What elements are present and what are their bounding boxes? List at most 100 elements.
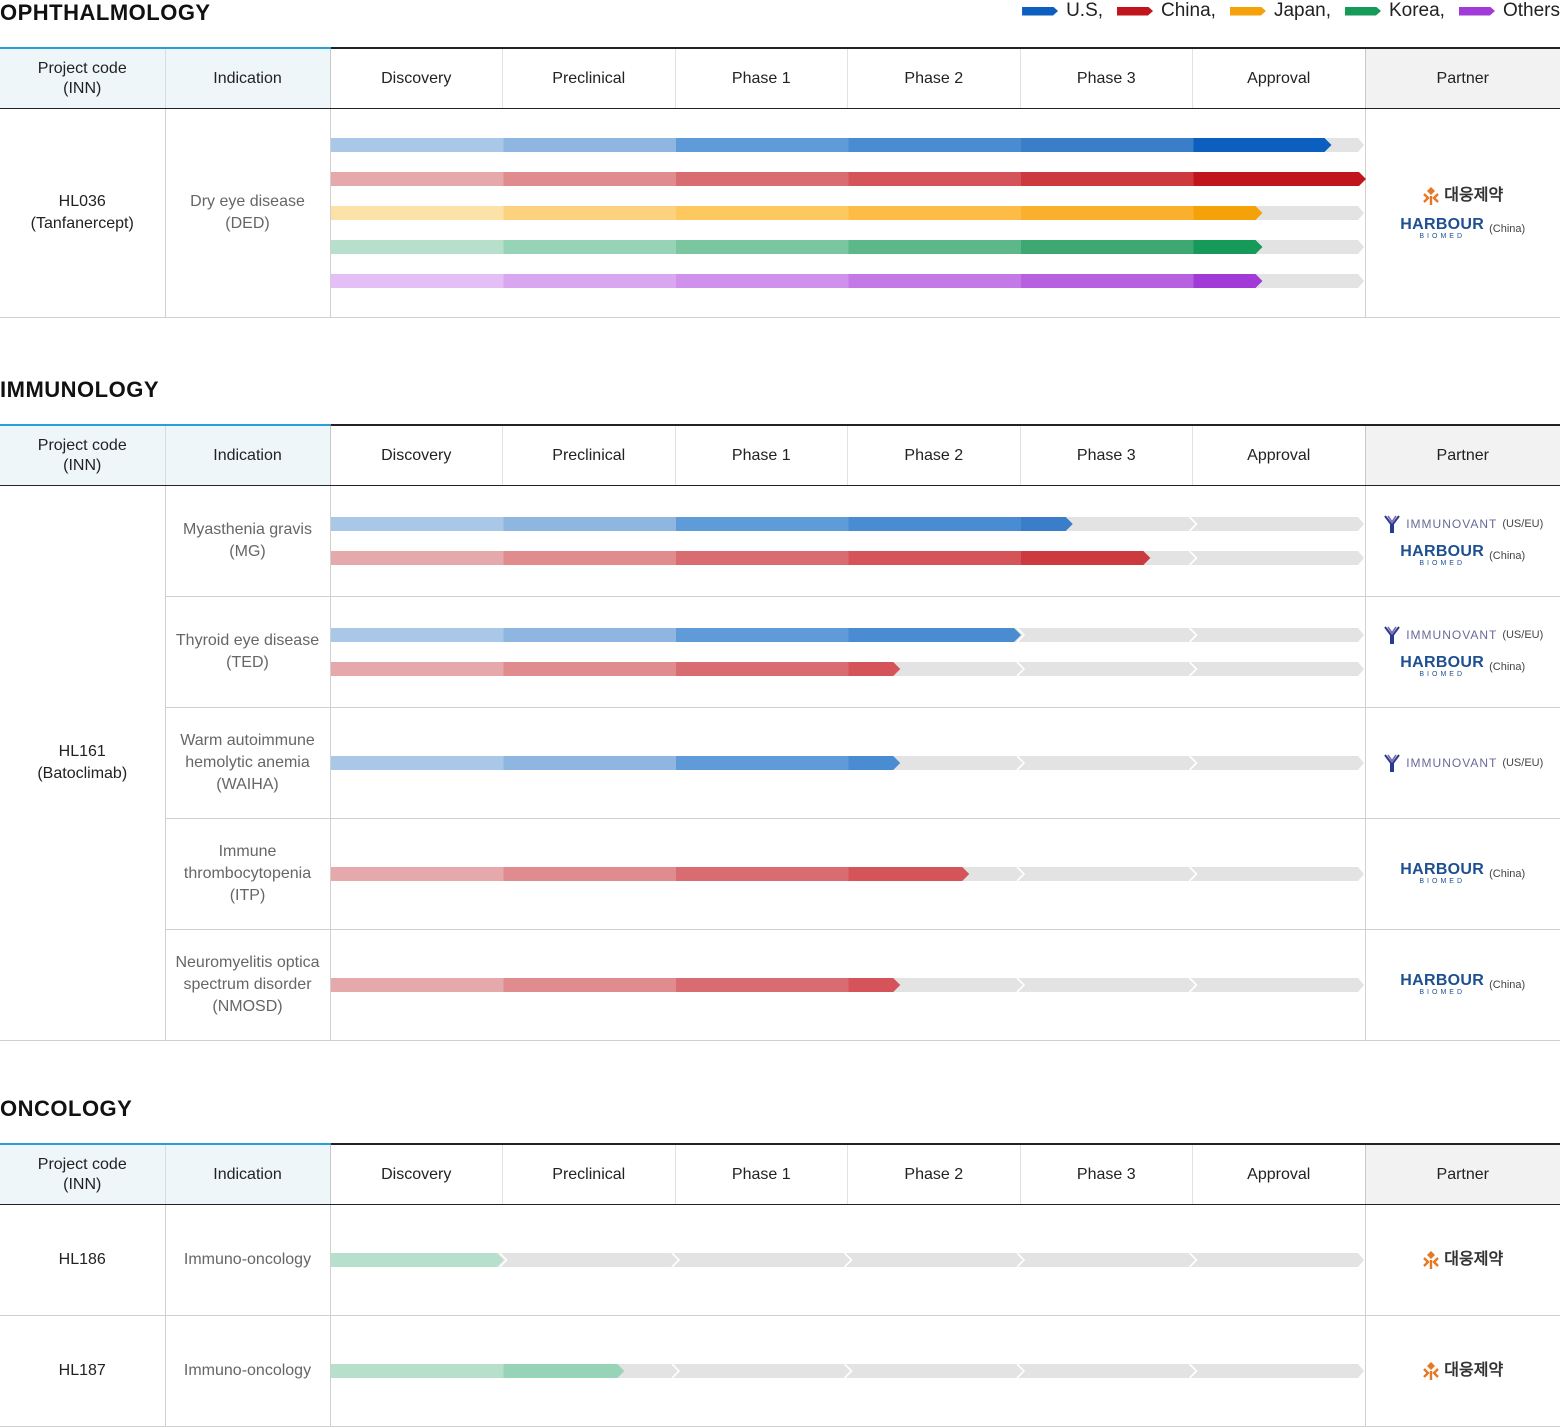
- progress-segment: [331, 978, 511, 992]
- progress-segment: [1021, 172, 1201, 186]
- immunovant-logo-icon: [1382, 625, 1402, 645]
- indication-text: (WAIHA): [166, 774, 330, 796]
- section-title: IMMUNOLOGY: [0, 377, 159, 403]
- progress-segment: [1021, 517, 1073, 531]
- progress-segment: [848, 517, 1028, 531]
- harbour-logo-subtext: BIOMED: [1419, 233, 1465, 241]
- progress-segment: [676, 756, 856, 770]
- indication-text: (NMOSD): [166, 996, 330, 1018]
- partner-region: (US/EU): [1502, 752, 1543, 774]
- progress-bar-china: [331, 662, 1364, 676]
- header-project-code-sub: (INN): [0, 456, 165, 476]
- table-row: HL161(Batoclimab)Myasthenia gravis(MG)IM…: [0, 486, 1560, 597]
- daewoong-logo-icon: [1422, 1361, 1440, 1381]
- header-stage: Phase 3: [1020, 425, 1193, 486]
- indication-cell: Dry eye disease(DED): [165, 109, 330, 318]
- progress-segment: [503, 517, 683, 531]
- progress-segment: [503, 978, 683, 992]
- header-partner: Partner: [1365, 48, 1560, 109]
- indication-cell: Myasthenia gravis(MG): [165, 486, 330, 597]
- partner-region: (China): [1489, 656, 1525, 678]
- header-stage: Discovery: [330, 48, 503, 109]
- progress-segment: [848, 662, 900, 676]
- progress-segment: [848, 138, 1028, 152]
- progress-segment: [1193, 138, 1331, 152]
- progress-bar-china: [331, 867, 1364, 881]
- project-code-cell: HL161(Batoclimab): [0, 486, 165, 1041]
- progress-segment: [848, 274, 1028, 288]
- progress-segment: [676, 867, 856, 881]
- progress-bar-korea: [331, 1364, 1364, 1378]
- header-indication: Indication: [165, 1144, 330, 1205]
- progress-segment: [1021, 206, 1201, 220]
- indication-cell: Immuno-oncology: [165, 1205, 330, 1316]
- project-code-cell: HL187: [0, 1316, 165, 1427]
- harbour-logo-subtext: BIOMED: [1419, 671, 1465, 679]
- legend-label: Korea,: [1389, 0, 1445, 22]
- harbour-logo-text: HARBOUR: [1400, 543, 1484, 560]
- indication-text: Immuno-oncology: [166, 1249, 330, 1271]
- partner-region: (China): [1489, 974, 1525, 996]
- harbour-logo-text: HARBOUR: [1400, 972, 1484, 989]
- daewoong-logo-text: 대웅제약: [1444, 185, 1503, 207]
- progress-segment: [331, 172, 511, 186]
- progress-segment: [1021, 240, 1201, 254]
- progress-segment: [331, 867, 511, 881]
- progress-segment: [848, 240, 1028, 254]
- project-code: HL036: [0, 191, 165, 213]
- progress-segment: [676, 240, 856, 254]
- progress-segment: [503, 206, 683, 220]
- progress-segment: [503, 274, 683, 288]
- header-stage: Preclinical: [503, 1144, 676, 1205]
- header-stage: Discovery: [330, 1144, 503, 1205]
- progress-segment: [1193, 206, 1262, 220]
- progress-bars: [331, 486, 1366, 596]
- indication-text: Immuno-oncology: [166, 1360, 330, 1382]
- header-stage: Phase 2: [848, 1144, 1021, 1205]
- partner-cell: 대웅제약: [1365, 1205, 1560, 1316]
- header-project-code-label: Project code: [0, 1155, 165, 1175]
- progress-segment: [331, 662, 511, 676]
- immunovant-logo-text: IMMUNOVANT: [1406, 513, 1497, 535]
- project-inn: (Tanfanercept): [0, 213, 165, 235]
- progress-bar-others: [331, 274, 1364, 288]
- section-title: OPHTHALMOLOGY: [0, 0, 211, 26]
- header-stage: Preclinical: [503, 425, 676, 486]
- progress-segment: [503, 138, 683, 152]
- progress-segment: [848, 628, 1021, 642]
- legend-swatch: [1230, 7, 1266, 16]
- progress-segment: [848, 978, 900, 992]
- legend: U.S,China,Japan,Korea,Others: [1008, 0, 1560, 22]
- immunovant-logo: IMMUNOVANT(US/EU): [1382, 752, 1543, 774]
- daewoong-logo-icon: [1422, 186, 1440, 206]
- header-indication: Indication: [165, 48, 330, 109]
- section-title: ONCOLOGY: [0, 1096, 132, 1122]
- progress-segment: [503, 756, 683, 770]
- legend-swatch: [1117, 7, 1153, 16]
- legend-item: Others: [1459, 0, 1560, 22]
- progress-segment: [676, 978, 856, 992]
- progress-segment: [676, 517, 856, 531]
- progress-segment: [676, 172, 856, 186]
- header-stage: Phase 2: [848, 48, 1021, 109]
- header-stage: Phase 1: [675, 1144, 848, 1205]
- progress-bar-korea: [331, 240, 1364, 254]
- indication-text: Immune: [166, 841, 330, 863]
- progress-bars: [331, 930, 1366, 1040]
- legend-label: Others: [1503, 0, 1560, 22]
